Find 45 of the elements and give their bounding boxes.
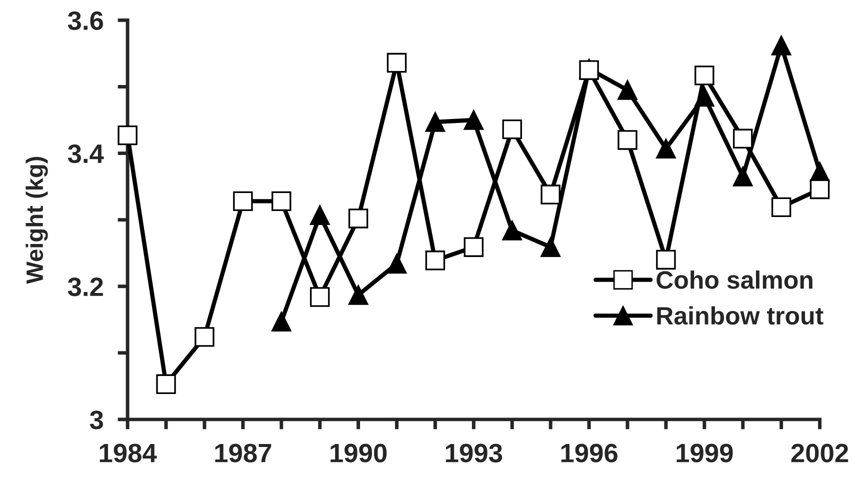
x-tick-label: 1999 <box>676 444 733 462</box>
point <box>540 237 560 257</box>
x-tick-label: 2002 <box>791 444 848 462</box>
point <box>348 285 368 305</box>
point <box>348 208 368 228</box>
point <box>118 125 138 146</box>
x-tick-label: 1990 <box>330 444 387 462</box>
point <box>425 250 446 270</box>
point <box>502 220 522 240</box>
point <box>618 80 638 100</box>
point <box>464 110 484 130</box>
point <box>310 205 330 226</box>
y-tick-label: 3.6 <box>68 11 104 30</box>
legend-label: Rainbow trout <box>657 306 824 325</box>
legend-label: Coho salmon <box>656 270 812 289</box>
point <box>694 66 714 86</box>
y-tick-label: 3.4 <box>68 144 104 164</box>
point <box>386 52 407 73</box>
point <box>233 191 253 212</box>
y-tick-label: 3.2 <box>68 277 103 296</box>
point <box>771 197 792 218</box>
point <box>810 179 830 200</box>
point <box>272 191 292 212</box>
point <box>464 237 484 257</box>
point <box>579 60 599 80</box>
point <box>502 119 522 140</box>
point <box>272 312 292 332</box>
point <box>156 374 176 394</box>
point <box>194 327 214 347</box>
y-tick-label: 3 <box>90 410 104 430</box>
x-tick-label: 1987 <box>215 444 272 462</box>
y-axis-title: Weight (kg) <box>26 156 48 284</box>
point <box>540 184 560 204</box>
point <box>618 130 638 150</box>
point <box>732 166 753 186</box>
point <box>656 138 676 158</box>
point <box>732 128 753 149</box>
x-tick-label: 1993 <box>446 444 502 462</box>
x-tick-label: 1996 <box>561 444 618 462</box>
point <box>425 112 446 132</box>
point <box>656 250 676 270</box>
point <box>771 36 792 56</box>
point <box>386 254 407 274</box>
x-tick-label: 1984 <box>100 444 157 462</box>
point <box>310 287 330 307</box>
